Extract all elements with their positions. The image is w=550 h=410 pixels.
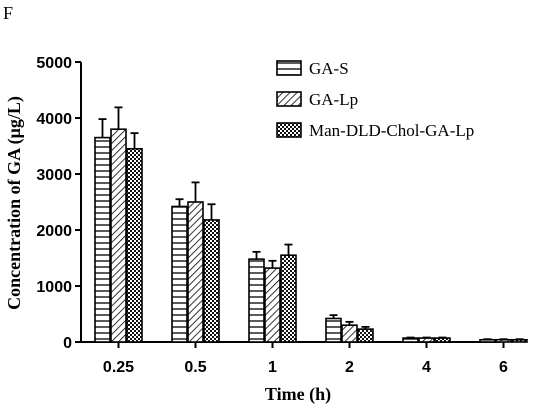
- y-tick-label: 4000: [36, 111, 72, 128]
- bar-ga-lp: [110, 128, 127, 343]
- x-tick-label: 2: [345, 359, 354, 376]
- x-tick-label: 0.5: [184, 359, 206, 376]
- x-axis-title: Time (h): [265, 384, 331, 405]
- bar-ga-s: [171, 205, 188, 343]
- bar-ga-s: [248, 258, 265, 343]
- x-tick-label: 1: [268, 359, 277, 376]
- bar-man-dld-chol-ga-lp: [357, 328, 374, 343]
- bar-man-dld-chol-ga-lp: [126, 148, 143, 343]
- y-tick-label: 3000: [36, 167, 72, 184]
- x-tick-label: 0.25: [103, 359, 134, 376]
- legend-swatch: [276, 91, 302, 107]
- legend-label: GA-Lp: [309, 90, 358, 109]
- bar-ga-lp: [264, 267, 281, 343]
- bar-ga-s: [325, 317, 342, 343]
- bar-ga-lp: [187, 201, 204, 343]
- y-tick-label: 5000: [36, 55, 72, 72]
- plot-area: 0 1000 2000 3000 4000 5000 0.25 0.5 1 2 4 6: [36, 55, 528, 376]
- y-axis-title: Concentration of GA (μg/L): [4, 96, 25, 310]
- legend: GA-S GA-Lp Man-DLD-Chol-GA-Lp: [276, 59, 474, 140]
- bar-man-dld-chol-ga-lp: [434, 337, 451, 343]
- legend-swatch: [276, 60, 302, 76]
- bar-ga-lp: [341, 324, 358, 343]
- y-tick-label: 2000: [36, 223, 72, 240]
- x-tick-label: 4: [422, 359, 431, 376]
- legend-label: Man-DLD-Chol-GA-Lp: [309, 121, 474, 140]
- bar-ga-lp: [418, 337, 435, 343]
- legend-label: GA-S: [309, 59, 349, 78]
- bar-man-dld-chol-ga-lp: [280, 254, 297, 343]
- legend-swatch: [276, 122, 302, 138]
- bar-ga-s: [402, 337, 419, 343]
- panel-label: F: [3, 3, 13, 23]
- y-tick-label: 1000: [36, 279, 72, 296]
- bar-ga-s: [94, 136, 111, 343]
- bar-man-dld-chol-ga-lp: [203, 219, 220, 343]
- x-tick-label: 6: [499, 359, 508, 376]
- y-tick-label: 0: [63, 335, 72, 352]
